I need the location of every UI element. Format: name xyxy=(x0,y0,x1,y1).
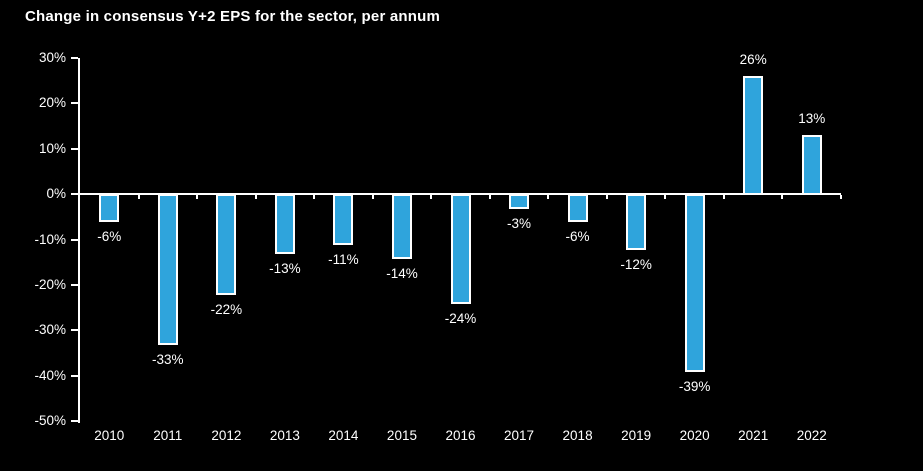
bar-2011 xyxy=(157,194,178,345)
x-axis-tick xyxy=(547,195,550,200)
y-tick-label: -20% xyxy=(34,276,66,292)
x-tick-label: 2018 xyxy=(562,428,593,443)
bar-2018 xyxy=(567,194,588,223)
bar-value-label: 26% xyxy=(739,52,767,68)
x-tick-label: 2014 xyxy=(328,428,359,443)
bar-2022 xyxy=(801,135,822,196)
y-axis-tick xyxy=(71,147,78,150)
bar-2014 xyxy=(333,194,354,246)
x-tick-label: 2022 xyxy=(796,428,827,443)
x-tick-label: 2011 xyxy=(153,428,183,443)
x-tick-label: 2013 xyxy=(269,428,300,443)
y-tick-label: 30% xyxy=(38,50,66,65)
y-axis-tick xyxy=(71,102,78,105)
y-tick-label: 20% xyxy=(38,95,66,111)
x-tick-label: 2012 xyxy=(211,428,242,443)
bar-2016 xyxy=(450,194,471,305)
x-tick-label: 2020 xyxy=(679,428,710,443)
x-tick-label: 2017 xyxy=(504,428,535,443)
x-axis-tick xyxy=(605,195,608,200)
y-axis-tick xyxy=(71,283,78,286)
y-tick-label: 0% xyxy=(46,186,66,202)
x-axis-tick xyxy=(488,195,491,200)
bar-value-label: -6% xyxy=(97,229,122,245)
bar-value-label: -14% xyxy=(386,265,418,281)
bar-value-label: -39% xyxy=(678,379,711,395)
bar-2012 xyxy=(216,194,237,295)
x-axis-tick xyxy=(196,195,199,200)
y-axis-tick xyxy=(71,238,78,241)
x-axis-tick xyxy=(313,195,316,200)
y-axis-tick xyxy=(71,374,78,377)
x-tick-label: 2015 xyxy=(386,428,417,443)
bar-value-label: -12% xyxy=(620,256,652,272)
bar-value-label: -13% xyxy=(269,261,301,277)
bar-value-label: -6% xyxy=(565,229,590,245)
y-tick-label: -10% xyxy=(34,231,66,247)
x-tick-label: 2021 xyxy=(738,428,769,443)
x-tick-label: 2010 xyxy=(94,428,125,443)
y-axis-tick xyxy=(71,57,78,59)
y-tick-label: -50% xyxy=(34,413,66,428)
x-axis-tick xyxy=(781,195,784,200)
bar-value-label: 13% xyxy=(798,111,826,127)
bar-2017 xyxy=(509,194,530,209)
x-axis-tick xyxy=(254,195,257,200)
y-tick-label: -30% xyxy=(34,322,66,338)
x-axis-tick xyxy=(840,195,842,200)
bar-2015 xyxy=(391,194,412,259)
x-axis-tick xyxy=(371,195,374,200)
bar-2013 xyxy=(274,194,295,255)
y-axis-tick xyxy=(71,329,78,332)
y-tick-label: -40% xyxy=(34,367,66,383)
y-tick-label: 10% xyxy=(38,140,66,156)
bar-2010 xyxy=(99,194,120,223)
y-axis-tick xyxy=(71,420,78,422)
bar-value-label: -33% xyxy=(152,351,184,367)
bar-value-label: -11% xyxy=(328,252,359,268)
bar-value-label: -24% xyxy=(444,311,477,327)
x-tick-label: 2019 xyxy=(621,428,652,443)
x-axis-tick xyxy=(430,195,433,200)
y-axis-line xyxy=(78,58,80,423)
bar-2020 xyxy=(684,194,705,373)
bar-value-label: -3% xyxy=(507,215,532,231)
y-axis-tick xyxy=(71,193,78,196)
chart-title: Change in consensus Y+2 EPS for the sect… xyxy=(25,8,441,25)
bar-2021 xyxy=(743,76,764,196)
x-axis-tick xyxy=(722,195,725,200)
x-axis-tick xyxy=(137,195,140,200)
x-axis-tick xyxy=(664,195,667,200)
bar-value-label: -22% xyxy=(210,301,243,317)
x-tick-label: 2016 xyxy=(445,428,476,443)
bar-2019 xyxy=(626,194,647,250)
